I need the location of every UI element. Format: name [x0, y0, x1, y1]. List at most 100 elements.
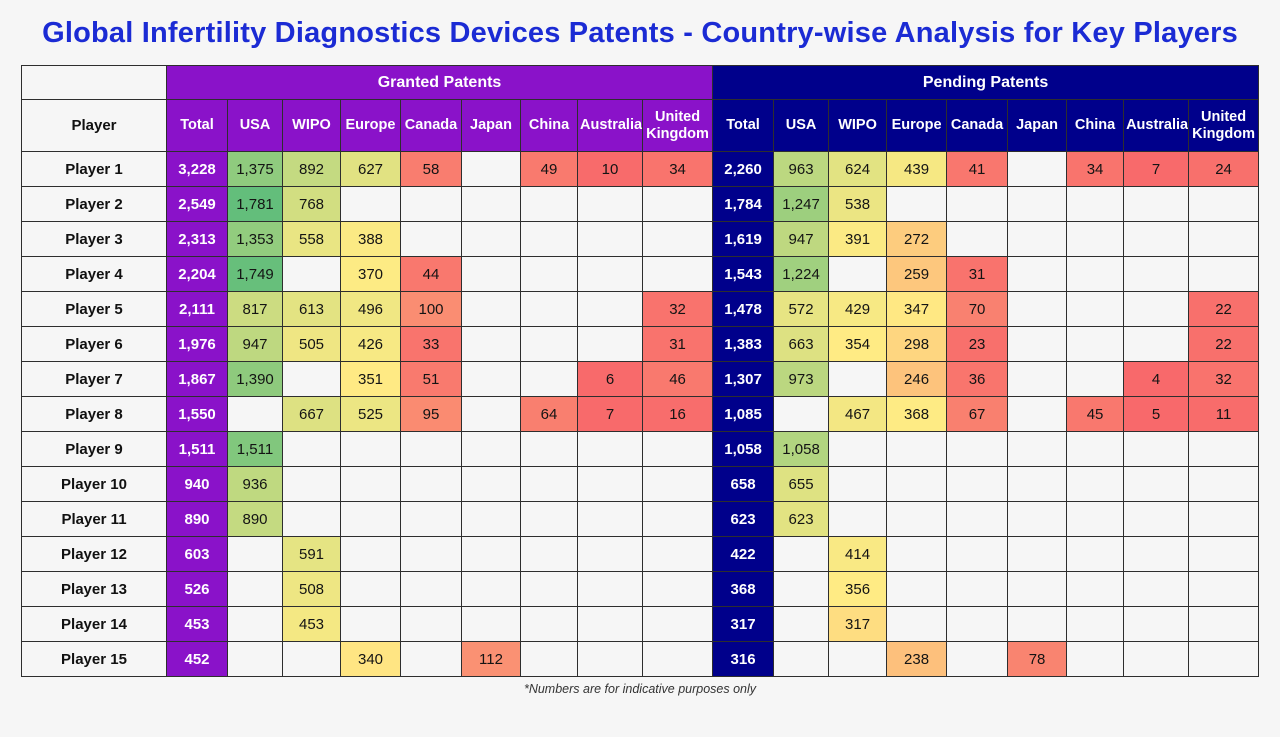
pending-value-cell: 22 — [1188, 326, 1260, 362]
pending-empty-cell — [828, 501, 888, 537]
granted-empty-cell — [400, 606, 462, 642]
pending-empty-cell — [828, 641, 888, 677]
pending-empty-cell — [1123, 221, 1190, 257]
pending-empty-cell — [1066, 431, 1125, 467]
granted-value-cell: 667 — [282, 396, 341, 432]
pending-empty-cell — [946, 466, 1009, 502]
pending-empty-cell — [828, 431, 888, 467]
pending-empty-cell — [1066, 256, 1125, 292]
column-header-row: Player Total USA WIPO Europe Canada Japan Chin… — [21, 99, 1260, 152]
pending-empty-cell — [1188, 571, 1260, 607]
pending-total-cell: 1,784 — [712, 186, 775, 222]
pending-col-header-wipo: WIPO — [828, 99, 888, 152]
pending-empty-cell — [886, 606, 948, 642]
granted-value-cell: 95 — [400, 396, 462, 432]
pending-value-cell: 259 — [886, 256, 948, 292]
pending-value-cell: 663 — [773, 326, 830, 362]
granted-empty-cell — [461, 536, 521, 572]
granted-value-cell: 817 — [227, 291, 283, 327]
player-cell: Player 14 — [21, 606, 167, 642]
table-row: Player 4 2,204 1,749 370 44 1,543 1,224 259 31 — [21, 256, 1260, 292]
granted-value-cell: 1,375 — [227, 151, 283, 187]
granted-total-cell: 453 — [166, 606, 228, 642]
granted-value-cell: 51 — [400, 361, 462, 397]
pending-value-cell: 347 — [886, 291, 948, 327]
player-cell: Player 5 — [21, 291, 167, 327]
granted-value-cell: 7 — [577, 396, 643, 432]
granted-empty-cell — [577, 256, 643, 292]
pending-col-header-australia: Australia — [1123, 99, 1190, 152]
granted-empty-cell — [227, 536, 283, 572]
granted-value-cell: 10 — [577, 151, 643, 187]
granted-empty-cell — [461, 291, 521, 327]
pending-value-cell: 467 — [828, 396, 888, 432]
pending-empty-cell — [773, 396, 830, 432]
pending-empty-cell — [1007, 431, 1068, 467]
granted-empty-cell — [461, 396, 521, 432]
granted-value-cell: 388 — [340, 221, 401, 257]
granted-value-cell: 340 — [340, 641, 401, 677]
pending-empty-cell — [1123, 256, 1190, 292]
granted-empty-cell — [340, 536, 401, 572]
pending-empty-cell — [1188, 641, 1260, 677]
granted-value-cell: 58 — [400, 151, 462, 187]
granted-empty-cell — [577, 221, 643, 257]
player-cell: Player 12 — [21, 536, 167, 572]
pending-value-cell: 5 — [1123, 396, 1190, 432]
granted-empty-cell — [340, 606, 401, 642]
granted-empty-cell — [282, 641, 341, 677]
granted-empty-cell — [641, 606, 714, 642]
pending-empty-cell — [886, 501, 948, 537]
pending-empty-cell — [828, 466, 888, 502]
pending-total-cell: 422 — [712, 536, 775, 572]
granted-empty-cell — [461, 501, 521, 537]
granted-empty-cell — [282, 256, 341, 292]
granted-col-header-wipo: WIPO — [282, 99, 341, 152]
table-row: Player 7 1,867 1,390 351 51 6 46 1,307 973 246 36 4… — [21, 361, 1260, 397]
granted-col-header-europe: Europe — [340, 99, 401, 152]
pending-value-cell: 317 — [828, 606, 888, 642]
granted-value-cell: 890 — [227, 501, 283, 537]
granted-empty-cell — [227, 571, 283, 607]
pending-total-cell: 623 — [712, 501, 775, 537]
pending-col-header-europe: Europe — [886, 99, 948, 152]
granted-empty-cell — [520, 361, 578, 397]
granted-empty-cell — [641, 431, 714, 467]
granted-empty-cell — [282, 361, 341, 397]
granted-empty-cell — [641, 186, 714, 222]
granted-value-cell: 32 — [641, 291, 714, 327]
granted-empty-cell — [461, 466, 521, 502]
granted-empty-cell — [641, 466, 714, 502]
pending-empty-cell — [1066, 466, 1125, 502]
granted-value-cell: 892 — [282, 151, 341, 187]
granted-col-header-total: Total — [166, 99, 228, 152]
granted-total-cell: 1,867 — [166, 361, 228, 397]
pending-empty-cell — [773, 571, 830, 607]
granted-total-cell: 3,228 — [166, 151, 228, 187]
pending-empty-cell — [1007, 256, 1068, 292]
pending-empty-cell — [946, 431, 1009, 467]
pending-empty-cell — [946, 571, 1009, 607]
granted-empty-cell — [520, 571, 578, 607]
granted-empty-cell — [461, 151, 521, 187]
pending-total-cell: 658 — [712, 466, 775, 502]
granted-empty-cell — [400, 501, 462, 537]
pending-value-cell: 391 — [828, 221, 888, 257]
pending-empty-cell — [886, 186, 948, 222]
pending-empty-cell — [1123, 186, 1190, 222]
granted-value-cell: 1,353 — [227, 221, 283, 257]
patents-table: Granted Patents Pending Patents Player T… — [21, 65, 1260, 677]
granted-total-cell: 890 — [166, 501, 228, 537]
pending-empty-cell — [1066, 186, 1125, 222]
pending-value-cell: 246 — [886, 361, 948, 397]
table-row: Player 6 1,976 947 505 426 33 31 1,383 663 354 298… — [21, 326, 1260, 362]
granted-value-cell: 936 — [227, 466, 283, 502]
pending-empty-cell — [1188, 186, 1260, 222]
granted-value-cell: 1,390 — [227, 361, 283, 397]
pending-empty-cell — [828, 256, 888, 292]
granted-empty-cell — [520, 606, 578, 642]
pending-value-cell: 414 — [828, 536, 888, 572]
pending-empty-cell — [886, 536, 948, 572]
pending-value-cell: 34 — [1066, 151, 1125, 187]
pending-empty-cell — [1123, 606, 1190, 642]
